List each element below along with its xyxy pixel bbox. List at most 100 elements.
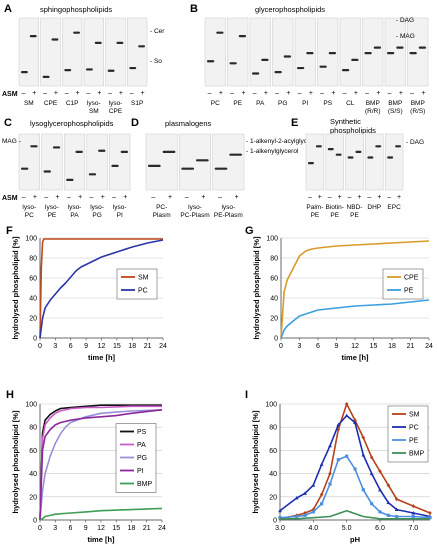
- lane-label: CPE: [109, 108, 123, 115]
- lane-label: Palm-: [306, 204, 323, 211]
- lane-label: S1P: [131, 100, 143, 107]
- lane-label: lyso-: [68, 204, 82, 211]
- asm-plus: +: [357, 194, 361, 201]
- tlc-band: [21, 71, 28, 74]
- asm-minus: –: [320, 90, 324, 97]
- tlc-band: [335, 153, 342, 156]
- tlc-lane: [305, 133, 325, 191]
- tlc-lane: [227, 17, 249, 87]
- asm-minus: –: [298, 90, 302, 97]
- asm-minus: –: [185, 194, 189, 201]
- asm-plus: +: [141, 90, 145, 97]
- band-label: - So: [150, 58, 162, 65]
- lane-label: BMP: [411, 100, 425, 107]
- tlc-band: [196, 159, 209, 162]
- asm-plus: +: [318, 194, 322, 201]
- tlc-band: [75, 150, 83, 153]
- tlc-lane: [41, 133, 63, 191]
- lane-label: BMP: [388, 100, 402, 107]
- tlc-band: [297, 66, 305, 70]
- tlc-lane: [345, 133, 364, 191]
- y-tick-label: 40: [29, 471, 37, 478]
- tlc-lane: [40, 17, 61, 87]
- band-label: - Cer: [150, 28, 165, 35]
- lane-label: PC-: [156, 204, 167, 211]
- panel-title: plasmalogens: [165, 119, 212, 128]
- data-point: [394, 507, 399, 512]
- data-point: [336, 458, 340, 462]
- x-tick-label: 15: [112, 525, 120, 532]
- asm-minus: –: [108, 90, 112, 97]
- x-tick-label: 12: [97, 525, 105, 532]
- data-point: [344, 413, 349, 418]
- tlc-band: [98, 149, 106, 152]
- tlc-lane: [407, 17, 429, 87]
- tlc-band: [315, 145, 322, 148]
- lane-label: Biotin-: [325, 204, 343, 211]
- data-point: [386, 483, 391, 488]
- tlc-band: [42, 75, 50, 78]
- tlc-band: [283, 55, 291, 58]
- asm-minus: –: [308, 194, 312, 201]
- panel-letter: I: [245, 389, 248, 401]
- tlc-lane: [317, 17, 339, 87]
- tlc-band: [111, 164, 119, 167]
- lane-label: (S/S): [388, 108, 403, 115]
- tlc-band: [364, 52, 372, 55]
- asm-plus: +: [101, 194, 105, 201]
- asm-plus: +: [421, 90, 425, 97]
- tlc-lane: [109, 133, 131, 191]
- data-point: [411, 511, 416, 515]
- asm-plus: +: [235, 194, 239, 201]
- data-point: [328, 471, 332, 476]
- y-tick-label: 60: [269, 448, 277, 455]
- tlc-band: [308, 162, 314, 165]
- series-line-sm: [279, 403, 431, 520]
- asm-minus: –: [275, 90, 279, 97]
- band-label: MAG -: [2, 138, 21, 145]
- tlc-lane: [204, 17, 226, 87]
- tlc-band: [347, 156, 354, 159]
- x-tick-label: 6: [69, 343, 73, 350]
- tlc-lane: [127, 17, 148, 87]
- tlc-lane: [145, 133, 178, 191]
- legend-label: PI: [137, 468, 144, 475]
- tlc-lane: [272, 17, 294, 87]
- data-point: [378, 469, 382, 474]
- tlc-band: [238, 35, 246, 38]
- asm-plus: +: [219, 90, 223, 97]
- data-point: [386, 513, 390, 517]
- y-tick-label: 100: [25, 236, 37, 243]
- band-label: - 1-alkenylglycerol: [246, 148, 299, 155]
- asm-minus: –: [218, 194, 222, 201]
- tlc-band: [88, 173, 97, 176]
- series-line-pc: [279, 414, 431, 518]
- tlc-band: [373, 46, 381, 49]
- x-axis-label: pH: [350, 535, 360, 544]
- tlc-band: [351, 58, 359, 61]
- data-point: [344, 402, 349, 406]
- x-tick-label: 24: [159, 343, 167, 350]
- x-tick-label: 5.0: [342, 525, 352, 532]
- lane-label: NBD-: [347, 204, 363, 211]
- asm-plus: +: [76, 90, 80, 97]
- asm-minus: –: [348, 194, 352, 201]
- y-tick-label: 100: [266, 236, 278, 243]
- legend-label: PE: [409, 438, 419, 445]
- tlc-band: [216, 31, 224, 34]
- x-tick-label: 24: [158, 525, 166, 532]
- tlc-band: [418, 46, 426, 49]
- chart-panel-F: F 0 20 40 60 80 100 0 3 6 9 12 15 18 21 24 time [h] hydro…: [6, 225, 167, 362]
- panel-title: lysoglycerophospholipids: [30, 119, 114, 128]
- x-tick-label: 3.0: [275, 525, 285, 532]
- tlc-band: [252, 72, 260, 75]
- legend-label: BMP: [409, 451, 425, 458]
- data-point: [320, 502, 324, 506]
- legend: [382, 268, 424, 300]
- chart-panel-G: G 0 20 40 60 80 100 0 3 6 9 12 15 18 21 24 time [h] hydro…: [245, 225, 433, 362]
- y-tick-label: 20: [270, 316, 278, 323]
- lane-label: BMP: [366, 100, 380, 107]
- data-point: [278, 516, 282, 520]
- tlc-lane: [365, 133, 384, 191]
- x-tick-label: 0: [279, 343, 283, 350]
